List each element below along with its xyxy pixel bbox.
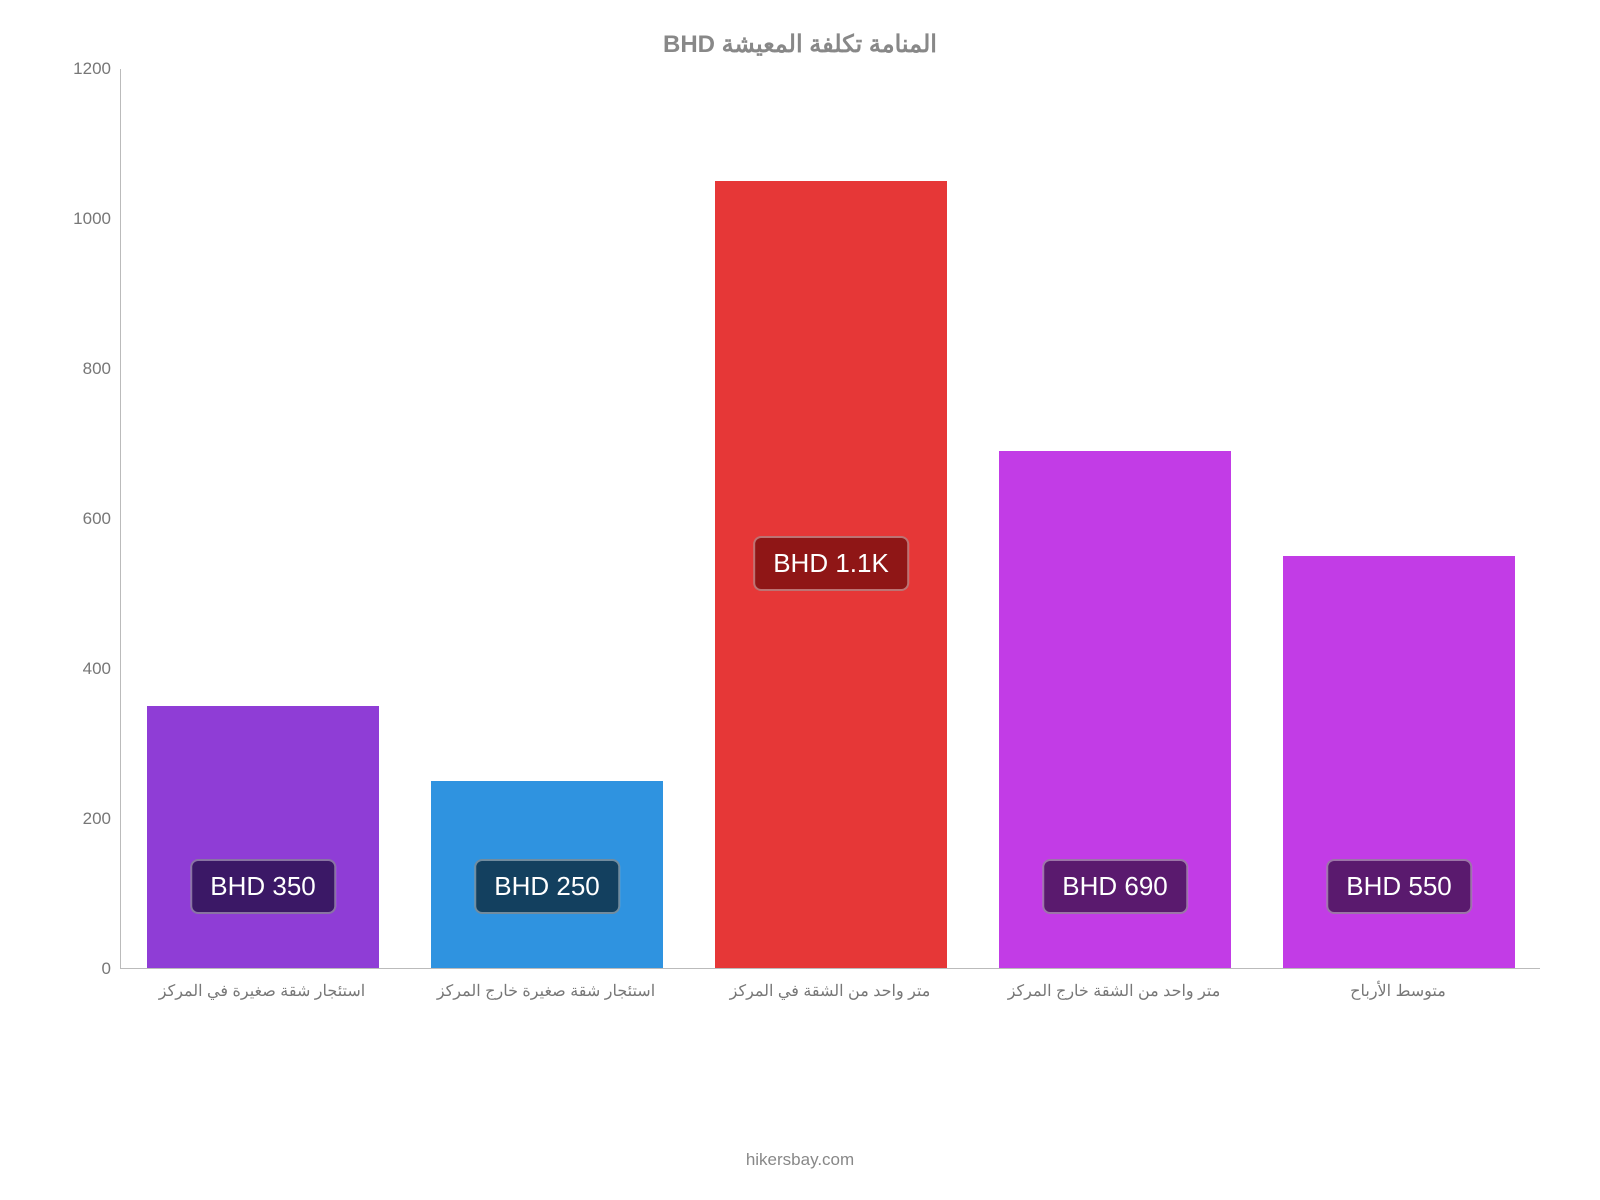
plot-area: 020040060080010001200BHD 350BHD 250BHD 1… <box>120 69 1540 969</box>
x-tick-label: استئجار شقة صغيرة خارج المركز <box>437 981 655 1001</box>
y-tick: 0 <box>61 959 111 979</box>
bar-value-badge: BHD 1.1K <box>753 536 909 591</box>
bar-value-badge: BHD 690 <box>1042 859 1188 914</box>
x-tick-label: متر واحد من الشقة في المركز <box>730 981 931 1001</box>
bar <box>147 706 380 969</box>
x-tick-label: متر واحد من الشقة خارج المركز <box>1008 981 1221 1001</box>
y-tick: 600 <box>61 509 111 529</box>
bar-value-badge: BHD 250 <box>474 859 620 914</box>
y-tick: 200 <box>61 809 111 829</box>
x-axis-labels: استئجار شقة صغيرة في المركز استئجار شقة ص… <box>120 969 1540 1009</box>
bar-value-badge: BHD 350 <box>190 859 336 914</box>
footer-attribution: hikersbay.com <box>0 1150 1600 1170</box>
y-tick: 800 <box>61 359 111 379</box>
x-tick-label: متوسط الأرباح <box>1350 981 1446 1001</box>
y-tick: 1200 <box>61 59 111 79</box>
chart-title: المنامة تكلفة المعيشة BHD <box>60 30 1540 59</box>
y-tick: 400 <box>61 659 111 679</box>
x-tick-label: استئجار شقة صغيرة في المركز <box>159 981 365 1001</box>
y-tick: 1000 <box>61 209 111 229</box>
bar-value-badge: BHD 550 <box>1326 859 1472 914</box>
chart-container: المنامة تكلفة المعيشة BHD 0 200 400 600 800 1… <box>60 30 1540 1080</box>
